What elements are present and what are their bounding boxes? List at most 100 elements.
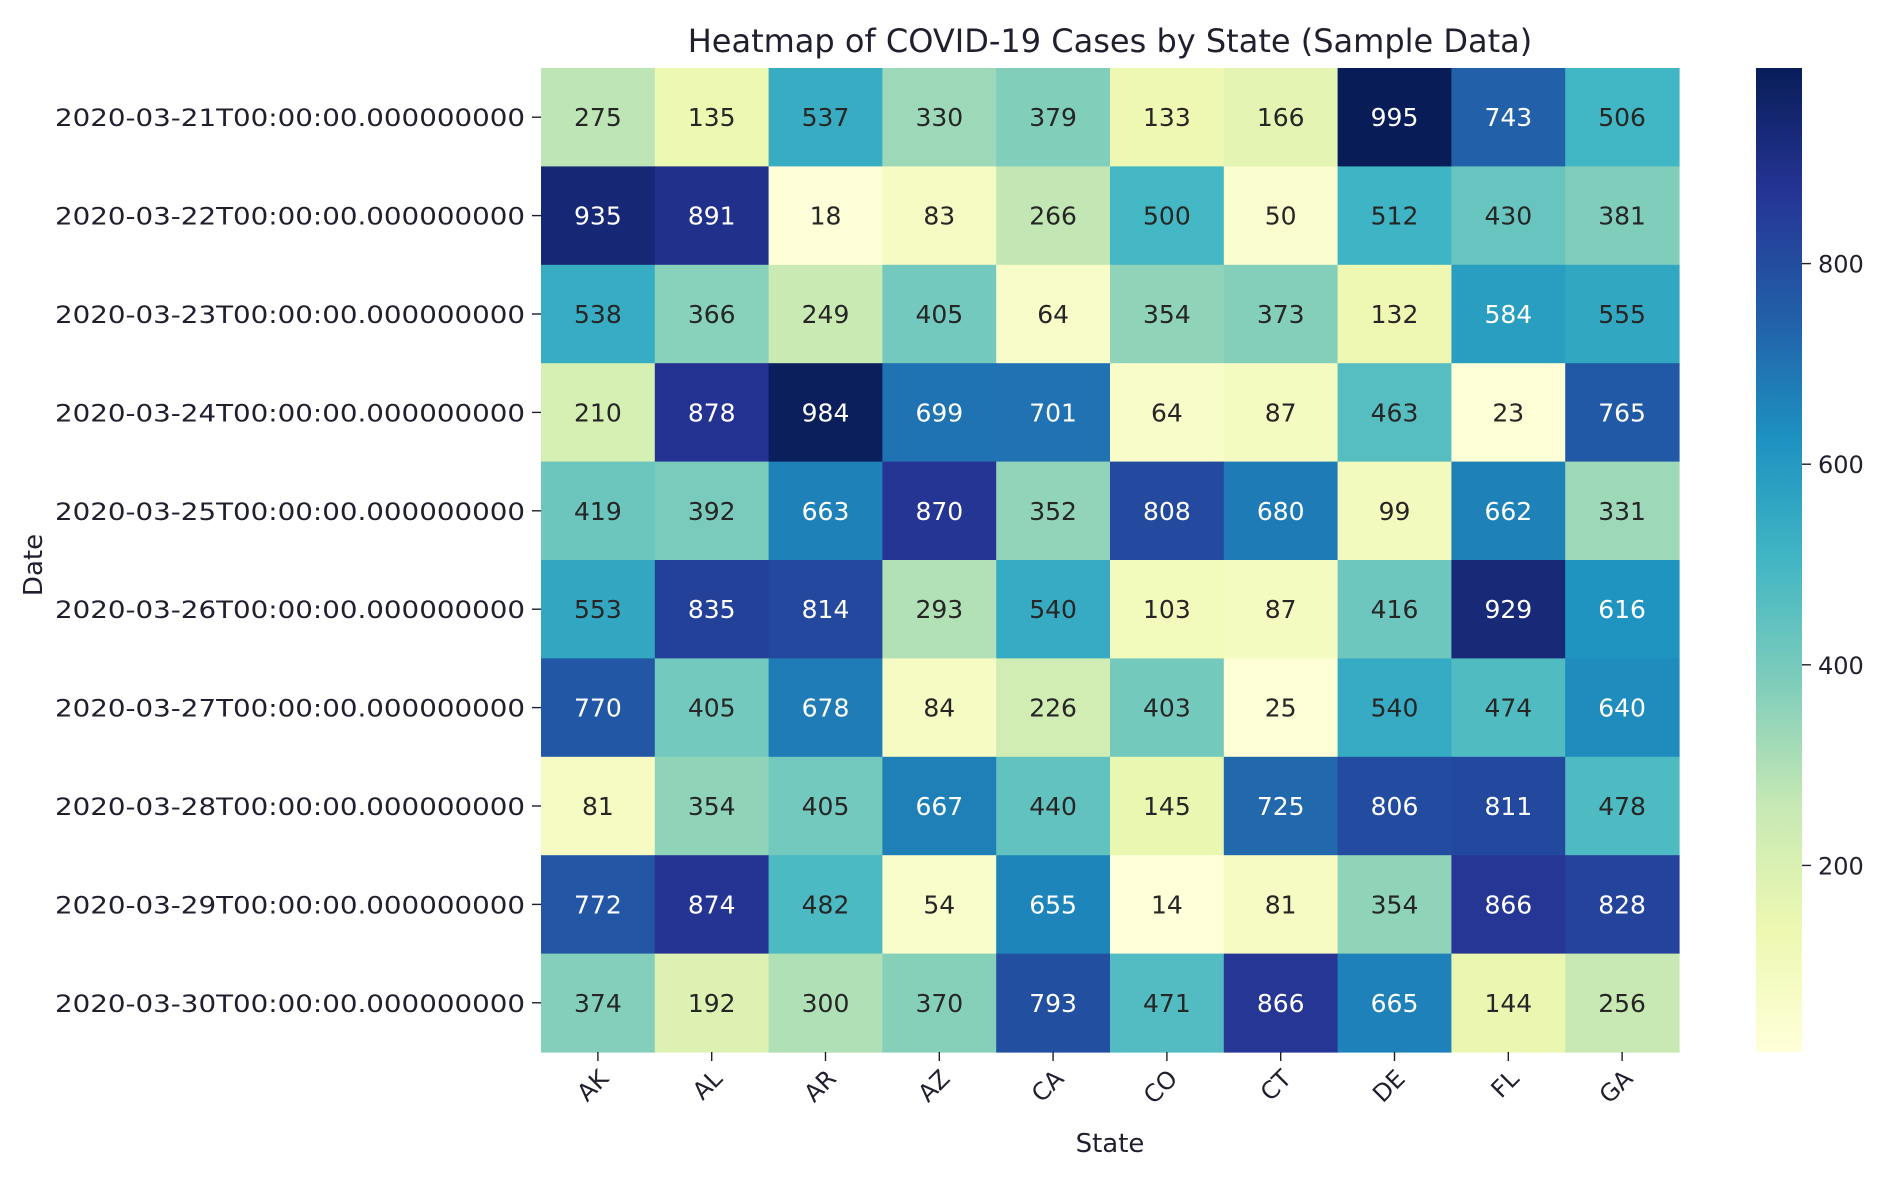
cell-value-label: 405	[802, 792, 850, 821]
cell-value-label: 366	[688, 300, 736, 329]
heatmap-cell	[654, 264, 770, 364]
cell-value-label: 84	[923, 694, 955, 723]
x-tick-label: CO	[1138, 1064, 1183, 1109]
heatmap-cell	[1565, 264, 1680, 364]
cell-value-label: 145	[1143, 792, 1191, 821]
cell-value-label: 379	[1029, 103, 1077, 132]
heatmap-cell	[654, 658, 770, 758]
heatmap-cell	[1451, 363, 1566, 463]
cell-value-label: 655	[1029, 890, 1077, 919]
heatmap-cell	[996, 756, 1111, 856]
cell-value-label: 667	[915, 792, 963, 821]
y-tick-label: 2020-03-29T00:00:00.000000000	[55, 891, 525, 919]
cell-value-label: 770	[574, 694, 622, 723]
cell-value-label: 226	[1029, 694, 1077, 723]
y-tick-label: 2020-03-23T00:00:00.000000000	[55, 301, 525, 329]
cell-value-label: 144	[1484, 989, 1532, 1018]
colorbar-tick-label: 200	[1818, 852, 1864, 880]
cell-value-label: 370	[915, 989, 963, 1018]
heatmap-cell	[1110, 756, 1225, 856]
heatmap-cell	[996, 264, 1111, 364]
cell-value-label: 256	[1598, 989, 1646, 1018]
cell-value-label: 701	[1029, 398, 1077, 427]
cell-value-label: 512	[1371, 202, 1419, 231]
heatmap-cell	[654, 68, 770, 167]
cell-value-label: 537	[802, 103, 850, 132]
colorbar-tick-label: 400	[1818, 652, 1864, 680]
cell-value-label: 87	[1265, 595, 1297, 624]
cell-value-label: 419	[574, 497, 622, 526]
y-tick-label: 2020-03-25T00:00:00.000000000	[55, 498, 525, 526]
heatmap-cell	[541, 363, 656, 463]
heatmap-cell	[1110, 264, 1225, 364]
x-tick-label: CT	[1255, 1064, 1297, 1106]
cell-value-label: 133	[1143, 103, 1191, 132]
heatmap-cell	[541, 953, 656, 1053]
heatmap-cell	[996, 560, 1111, 659]
cell-value-label: 83	[923, 202, 955, 231]
heatmap-cell	[996, 953, 1111, 1053]
cell-value-label: 103	[1143, 595, 1191, 624]
x-tick-label: AZ	[913, 1064, 956, 1107]
heatmap-cell	[654, 363, 770, 463]
heatmap-cell	[541, 264, 656, 364]
heatmap-cell	[996, 166, 1111, 266]
cell-value-label: 50	[1265, 202, 1297, 231]
heatmap-cell	[1565, 560, 1680, 659]
cell-value-label: 538	[574, 300, 622, 329]
cell-value-label: 506	[1598, 103, 1646, 132]
cell-value-label: 828	[1598, 890, 1646, 919]
heatmap-cell	[1110, 953, 1225, 1053]
cell-value-label: 87	[1265, 398, 1297, 427]
heatmap-cell	[654, 166, 770, 266]
heatmap-cell	[1337, 363, 1452, 463]
heatmap-cell	[1565, 756, 1680, 856]
heatmap-cell	[654, 756, 770, 856]
cell-value-label: 866	[1484, 890, 1532, 919]
y-tick-label: 2020-03-28T00:00:00.000000000	[55, 793, 525, 821]
heatmap-cell	[768, 68, 883, 167]
heatmap-cell	[996, 363, 1111, 463]
heatmap-cell	[1337, 756, 1452, 856]
x-tick-label: GA	[1594, 1064, 1639, 1109]
heatmap-cell	[768, 264, 883, 364]
x-axis-tick-labels: AK AL AR AZ CA CO CT DE FL GA	[572, 1052, 1639, 1109]
cell-value-label: 192	[688, 989, 736, 1018]
cell-value-label: 210	[574, 398, 622, 427]
heatmap-cell	[1337, 953, 1452, 1053]
cell-value-label: 699	[915, 398, 963, 427]
cell-value-label: 584	[1484, 300, 1532, 329]
cell-value-label: 14	[1151, 890, 1183, 919]
cell-value-label: 870	[915, 497, 963, 526]
heatmap-cell	[654, 461, 770, 561]
heatmap-cell	[1337, 560, 1452, 659]
cell-value-label: 500	[1143, 202, 1191, 231]
heatmap-cell	[541, 658, 656, 758]
heatmap-cell	[541, 560, 656, 659]
cell-value-label: 463	[1371, 398, 1419, 427]
heatmap-cell	[1565, 658, 1680, 758]
cell-value-label: 405	[915, 300, 963, 329]
heatmap-cell	[1451, 756, 1566, 856]
heatmap-cell	[1223, 264, 1339, 364]
heatmap-cell	[996, 461, 1111, 561]
cell-value-label: 772	[574, 890, 622, 919]
heatmap-cell	[768, 953, 883, 1053]
heatmap-cell	[768, 461, 883, 561]
heatmap-cell	[1451, 560, 1566, 659]
cell-value-label: 984	[802, 398, 850, 427]
cell-value-label: 135	[688, 103, 736, 132]
x-tick-label: CA	[1026, 1064, 1070, 1108]
cell-value-label: 743	[1484, 103, 1532, 132]
heatmap-cell	[1337, 166, 1452, 266]
x-tick-label: FL	[1486, 1064, 1525, 1103]
heatmap-cell	[1223, 560, 1339, 659]
cell-value-label: 678	[802, 694, 850, 723]
heatmap-cell	[882, 953, 997, 1053]
y-axis-label: Date	[19, 534, 49, 596]
heatmap-cell	[1565, 363, 1680, 463]
cell-value-label: 64	[1037, 300, 1069, 329]
cell-value-label: 81	[1265, 890, 1297, 919]
heatmap-cell	[1110, 560, 1225, 659]
cell-value-label: 663	[802, 497, 850, 526]
